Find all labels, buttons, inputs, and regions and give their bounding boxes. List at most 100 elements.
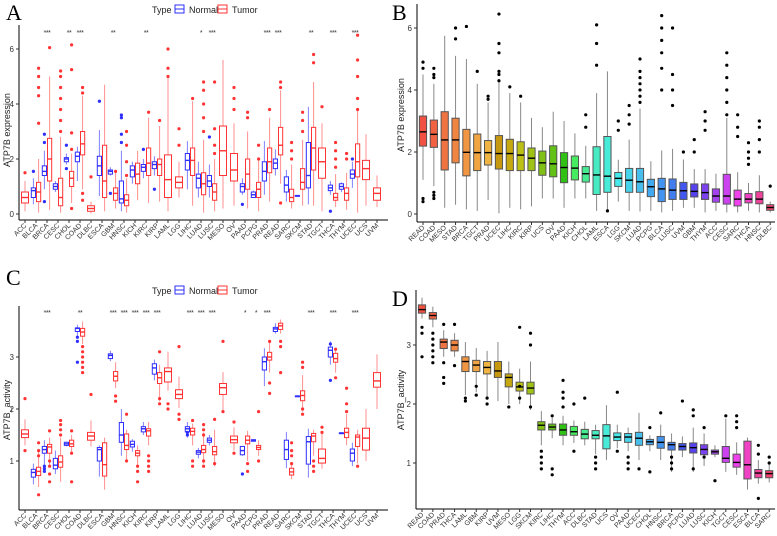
outlier-point bbox=[518, 396, 522, 400]
outlier-point bbox=[757, 138, 761, 142]
outlier-point bbox=[257, 410, 261, 414]
outlier-point bbox=[290, 462, 294, 466]
tumor-box bbox=[373, 175, 381, 208]
outlier-point bbox=[59, 96, 63, 101]
tumor-box bbox=[311, 429, 317, 456]
significance-label: * bbox=[200, 30, 203, 37]
outlier-point bbox=[616, 128, 620, 132]
box-lusc bbox=[700, 433, 709, 466]
outlier-point bbox=[312, 52, 316, 57]
outlier-point bbox=[334, 157, 338, 161]
outlier-point bbox=[70, 451, 74, 455]
outlier-point bbox=[290, 157, 294, 161]
outlier-point bbox=[202, 428, 206, 432]
outlier-point bbox=[442, 375, 446, 380]
box bbox=[102, 442, 108, 477]
legend-tumor-label: Tumor bbox=[232, 286, 258, 296]
outlier-point bbox=[725, 88, 729, 92]
tumor-box bbox=[157, 364, 163, 402]
panel-label-d: D bbox=[392, 286, 408, 311]
legend-tumor-label: Tumor bbox=[232, 5, 258, 15]
tumor-box bbox=[230, 427, 238, 451]
outlier-point bbox=[246, 469, 250, 473]
outlier-point bbox=[81, 191, 85, 195]
outlier-point bbox=[463, 396, 467, 400]
outlier-point bbox=[191, 459, 195, 463]
outlier-point bbox=[703, 128, 707, 132]
outlier-point bbox=[615, 390, 619, 394]
outlier-point bbox=[464, 24, 468, 29]
outlier-point bbox=[442, 381, 446, 385]
outlier-point bbox=[48, 46, 52, 50]
outlier-point bbox=[508, 85, 512, 89]
outlier-point bbox=[475, 69, 479, 73]
outlier-point bbox=[421, 200, 425, 204]
tumor-box bbox=[212, 429, 218, 467]
outlier-point bbox=[42, 132, 47, 136]
significance-label: * bbox=[244, 310, 247, 317]
normal-box bbox=[74, 324, 81, 337]
outlier-point bbox=[421, 60, 425, 64]
tumor-box bbox=[146, 422, 152, 446]
outlier-point bbox=[735, 420, 739, 424]
outlier-point bbox=[670, 26, 675, 30]
box-hnsc bbox=[656, 424, 665, 461]
outlier-point bbox=[81, 360, 85, 364]
panel-a: 0246ACCBLCABRCACESCCHOLCOADDLBCESCAGBMHN… bbox=[10, 25, 388, 242]
outlier-point bbox=[486, 97, 490, 101]
outlier-point bbox=[670, 103, 675, 108]
box-read bbox=[418, 74, 428, 180]
box-tgct bbox=[721, 418, 730, 472]
normal-box bbox=[151, 359, 158, 381]
outlier-point bbox=[518, 325, 522, 329]
tumor-box bbox=[267, 117, 273, 202]
panel-b: 0246READCOADMESOSTADBRCATGCTPRADUCECLIHC… bbox=[408, 4, 775, 244]
y-tick-label: 1 bbox=[10, 457, 15, 466]
legend-normal-label: Normal bbox=[189, 5, 218, 15]
outlier-point bbox=[725, 100, 729, 104]
box bbox=[493, 361, 503, 378]
outlier-point bbox=[638, 82, 642, 86]
box bbox=[635, 167, 645, 193]
outlier-point bbox=[119, 116, 123, 120]
outlier-point bbox=[232, 107, 236, 112]
box bbox=[690, 183, 699, 198]
outlier-point bbox=[670, 72, 675, 77]
outlier-point bbox=[497, 72, 501, 77]
box bbox=[190, 147, 196, 176]
outlier-point bbox=[528, 343, 533, 347]
box bbox=[602, 424, 611, 450]
outlier-point bbox=[334, 165, 338, 169]
box bbox=[744, 193, 753, 204]
tumor-box bbox=[300, 139, 306, 206]
box-kirp bbox=[527, 117, 536, 207]
tumor-box bbox=[21, 419, 29, 446]
outlier-point bbox=[432, 193, 436, 197]
box-thym bbox=[701, 169, 710, 213]
significance-label: *** bbox=[308, 310, 315, 317]
outlier-point bbox=[756, 443, 760, 447]
outlier-point bbox=[432, 190, 436, 194]
outlier-point bbox=[539, 467, 543, 471]
tumor-box bbox=[69, 153, 75, 203]
tumor-box bbox=[256, 440, 262, 456]
box bbox=[439, 338, 448, 350]
outlier-point bbox=[75, 360, 79, 364]
outlier-point bbox=[202, 88, 206, 92]
outlier-point bbox=[320, 425, 324, 429]
outlier-point bbox=[166, 402, 170, 406]
outlier-point bbox=[70, 480, 74, 484]
box-meso bbox=[440, 35, 449, 208]
outlier-point bbox=[736, 125, 740, 129]
tumor-box bbox=[333, 174, 339, 208]
normal-box bbox=[239, 178, 246, 195]
outlier-point bbox=[660, 26, 664, 30]
outlier-point bbox=[75, 335, 79, 339]
outlier-point bbox=[119, 132, 123, 136]
tumor-box bbox=[135, 445, 141, 467]
significance-label: *** bbox=[330, 30, 337, 37]
outlier-point bbox=[627, 113, 631, 117]
normal-box bbox=[338, 182, 344, 192]
outlier-point bbox=[37, 493, 41, 497]
tumor-box bbox=[190, 423, 196, 446]
